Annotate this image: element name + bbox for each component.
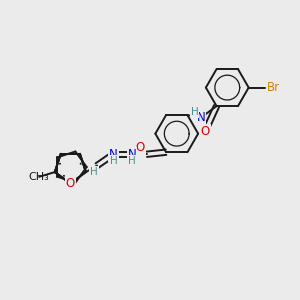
Text: O: O [201,124,210,137]
Text: O: O [66,177,75,190]
Text: N: N [128,148,136,161]
Text: H: H [191,107,199,117]
Text: N: N [109,148,118,161]
Text: H: H [90,167,98,177]
Text: O: O [136,141,145,154]
Text: H: H [128,156,136,166]
Text: N: N [197,111,206,124]
Text: CH₃: CH₃ [28,172,49,182]
Text: Br: Br [267,81,280,94]
Text: H: H [110,156,117,166]
